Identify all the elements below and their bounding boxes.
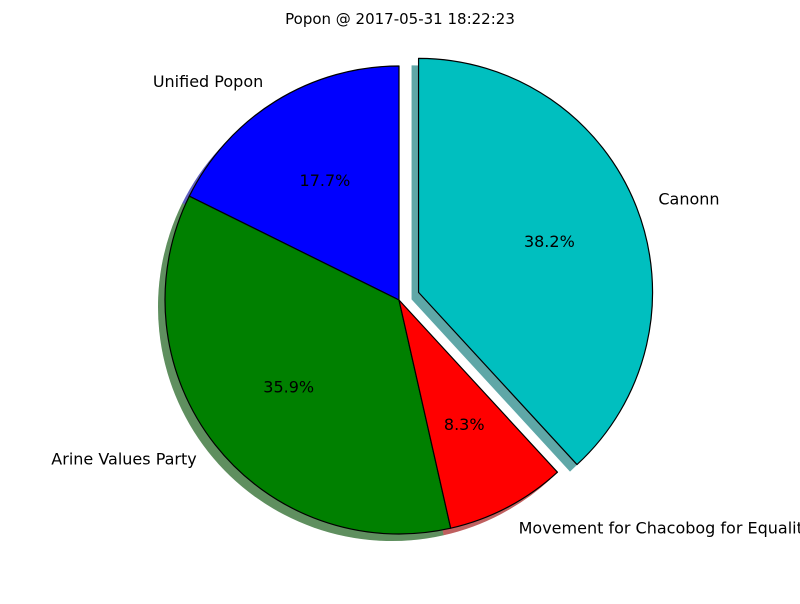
slice-label-movement-for-chacobog-for-equality: Movement for Chacobog for Equality <box>519 518 800 537</box>
slice-label-arine-values-party: Arine Values Party <box>51 450 196 469</box>
slice-label-canonn: Canonn <box>658 189 719 208</box>
slice-percent-label-canonn: 38.2% <box>524 232 575 251</box>
slice-layer <box>164 57 654 535</box>
slice-percent-label-unified-popon: 17.7% <box>300 171 351 190</box>
pie-slice-canonn <box>417 57 654 466</box>
slice-percent-label-movement-for-chacobog-for-equality: 8.3% <box>444 415 485 434</box>
slice-percent-label-arine-values-party: 35.9% <box>263 377 314 396</box>
pie-slice-unified-popon <box>188 65 400 301</box>
chart-title: Popon @ 2017-05-31 18:22:23 <box>285 10 515 28</box>
pie-slice-movement-for-chacobog-for-equality <box>398 299 559 529</box>
pie-slice-arine-values-party <box>164 195 452 535</box>
label-layer: 17.7% Unified Popon 35.9% Arine Values Part… <box>51 72 800 538</box>
slice-label-unified-popon: Unified Popon <box>153 72 263 91</box>
